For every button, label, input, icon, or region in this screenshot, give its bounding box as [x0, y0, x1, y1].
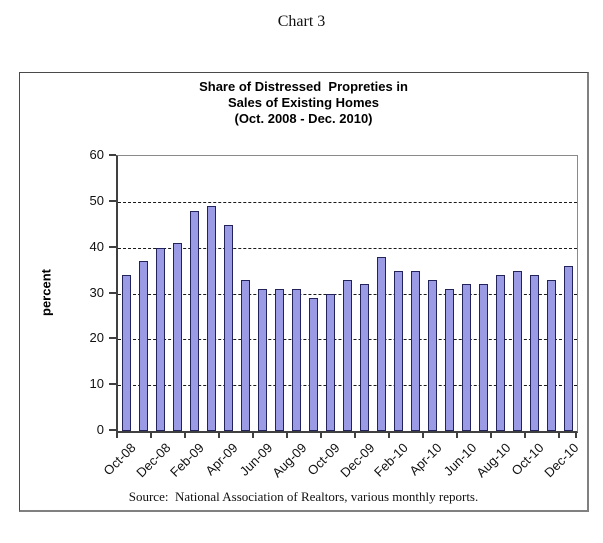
bar-Oct-09: [326, 293, 335, 431]
y-tick-30: [109, 291, 116, 294]
chart-title-line2: Sales of Existing Homes: [228, 95, 379, 110]
y-tick-label-30: 30: [89, 284, 104, 300]
x-tick-label-Aug-09: Aug-09: [268, 440, 310, 481]
x-tick-label-Jun-10: Jun-10: [440, 440, 480, 479]
x-tick-label-Apr-09: Apr-09: [202, 440, 242, 479]
x-tick-2: [184, 432, 186, 438]
x-tick-5: [286, 432, 288, 438]
bar-Dec-09: [360, 284, 369, 431]
x-tick-label-Apr-10: Apr-10: [406, 440, 446, 479]
source-note: Source: National Association of Realtors…: [128, 489, 479, 504]
bar-Apr-10: [428, 279, 437, 431]
x-tick-label-Oct-10: Oct-10: [508, 440, 548, 479]
chart-frame: Share of Distressed Propreties in Sales …: [19, 72, 589, 512]
y-tick-10: [109, 383, 116, 386]
x-tick-3: [218, 432, 220, 438]
y-tick-label-0: 0: [96, 422, 104, 437]
bar-May-09: [241, 279, 250, 431]
plot-area: [116, 155, 578, 433]
chart-title-line1: Share of Distressed Propreties in: [199, 79, 408, 94]
bar-Jun-10: [462, 284, 471, 431]
bar-Feb-09: [190, 211, 199, 431]
x-tick-label-Feb-10: Feb-10: [371, 440, 412, 480]
x-tick-0: [116, 432, 118, 438]
y-tick-label-20: 20: [89, 330, 104, 346]
x-tick-13: [558, 432, 560, 438]
bar-Feb-10: [394, 270, 403, 431]
x-tick-label-Oct-08: Oct-08: [100, 440, 140, 479]
chart-title-line3: (Oct. 2008 - Dec. 2010): [234, 111, 373, 126]
bar-Nov-08: [139, 261, 148, 431]
y-tick-60: [109, 154, 116, 156]
x-tick-label-Aug-10: Aug-10: [472, 440, 514, 481]
x-tick-11: [490, 432, 492, 438]
bar-Jul-09: [275, 288, 284, 431]
bar-Aug-09: [292, 288, 301, 431]
y-tick-0: [109, 429, 116, 431]
page-title: Chart 3: [277, 13, 326, 30]
x-tick-label-Oct-09: Oct-09: [304, 440, 344, 479]
x-tick-14: [575, 432, 577, 438]
bar-Dec-08: [156, 247, 165, 431]
y-tick-label-10: 10: [89, 376, 104, 392]
x-tick-4: [252, 432, 254, 438]
bar-Jan-09: [173, 243, 182, 431]
bar-Jan-10: [377, 256, 386, 431]
gridline-40: [118, 247, 577, 249]
x-tick-label-Dec-08: Dec-08: [132, 440, 174, 481]
bar-Mar-09: [207, 206, 216, 431]
x-tick-label-Dec-10: Dec-10: [540, 440, 582, 481]
x-tick-label-Dec-09: Dec-09: [336, 440, 378, 481]
x-tick-9: [422, 432, 424, 438]
x-tick-label-Jun-09: Jun-09: [236, 440, 276, 479]
chart-title: Share of Distressed Propreties in Sales …: [20, 79, 587, 127]
bar-Jun-09: [258, 288, 267, 431]
x-tick-7: [354, 432, 356, 438]
x-tick-12: [524, 432, 526, 438]
x-tick-6: [320, 432, 322, 438]
y-tick-label-50: 50: [89, 192, 104, 208]
bar-Aug-10: [496, 275, 505, 431]
x-tick-8: [388, 432, 390, 438]
x-tick-label-Feb-09: Feb-09: [167, 440, 208, 480]
bar-Jul-10: [479, 284, 488, 431]
y-tick-20: [109, 337, 116, 340]
bar-Apr-09: [224, 224, 233, 431]
y-tick-label-40: 40: [89, 238, 104, 254]
x-tick-10: [456, 432, 458, 438]
x-tick-1: [150, 432, 152, 438]
bar-Sep-10: [513, 270, 522, 431]
bar-Oct-10: [530, 275, 539, 431]
y-tick-50: [109, 199, 116, 202]
bar-Nov-10: [547, 279, 556, 431]
bar-Nov-09: [343, 279, 352, 431]
bar-Dec-10: [564, 266, 573, 431]
bar-Oct-08: [122, 275, 131, 431]
bar-Sep-09: [309, 298, 318, 431]
y-tick-label-60: 60: [89, 147, 104, 162]
gridline-50: [118, 201, 577, 203]
bar-May-10: [445, 288, 454, 431]
bar-Mar-10: [411, 270, 420, 431]
y-tick-40: [109, 245, 116, 248]
y-axis-label: percent: [38, 269, 54, 316]
